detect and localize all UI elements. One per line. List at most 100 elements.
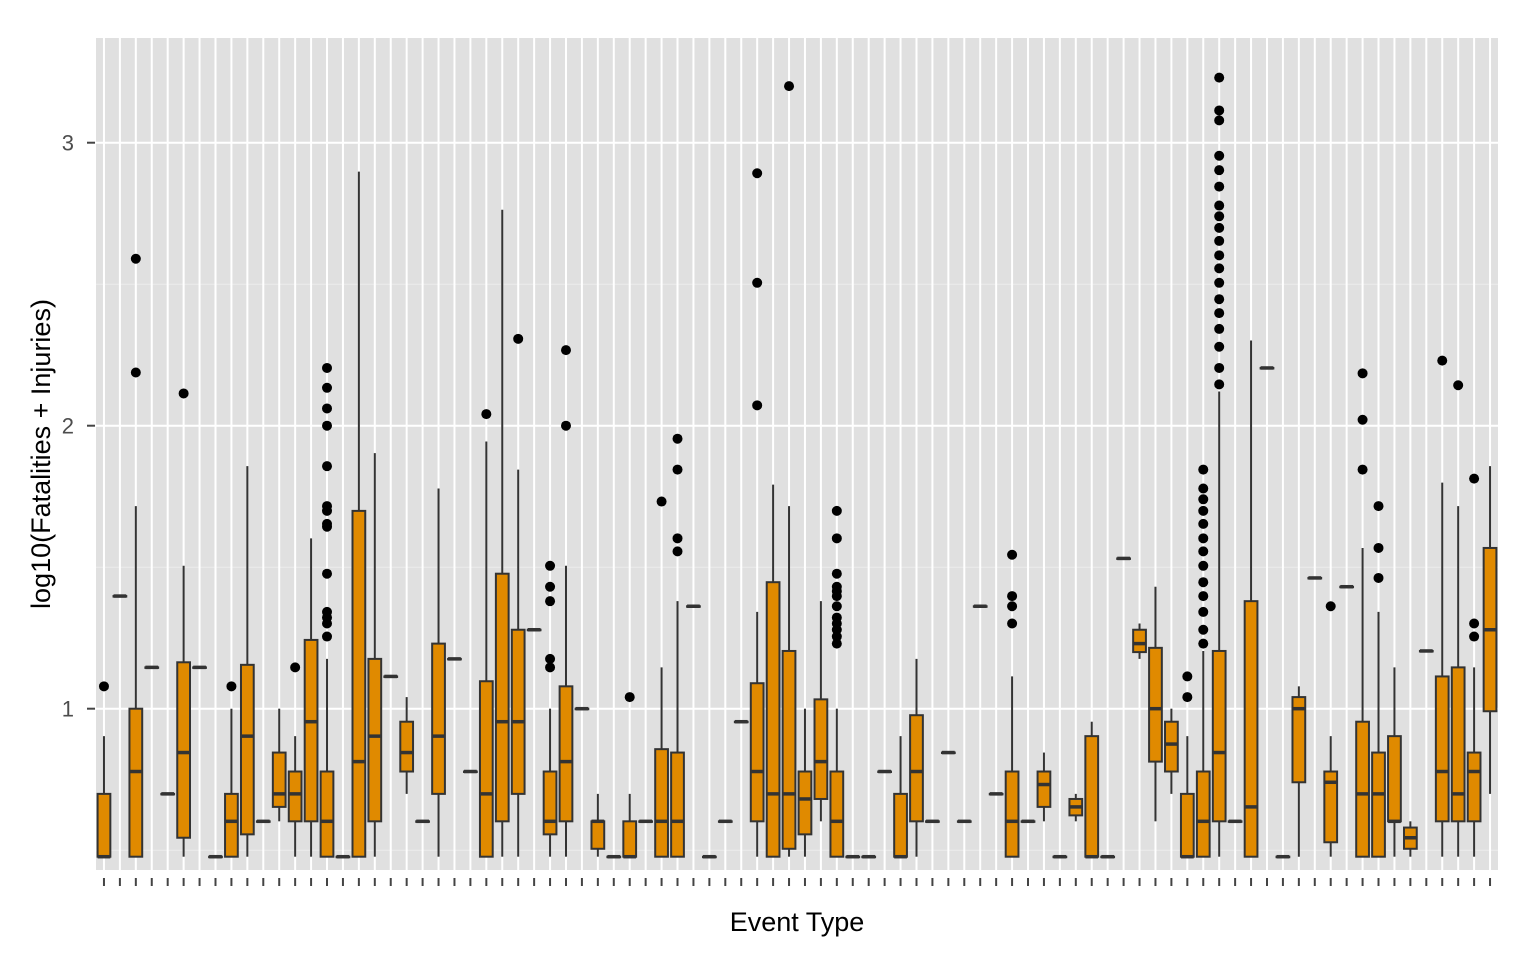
box-26 (494, 209, 510, 857)
outlier-point (322, 461, 333, 472)
outlier-point (1469, 631, 1480, 642)
box-46 (813, 601, 829, 822)
box-12 (271, 708, 287, 822)
outlier-point (784, 81, 795, 92)
outlier-point (130, 253, 141, 264)
box-body (287, 770, 303, 823)
outlier-point (322, 403, 333, 414)
box-body (271, 751, 287, 808)
box-27 (510, 333, 526, 857)
box-78 (1323, 601, 1339, 857)
box-18 (367, 453, 383, 857)
box-73 (1243, 340, 1259, 858)
outlier-point (1214, 341, 1225, 352)
outlier-point (178, 388, 189, 399)
box-2 (112, 594, 128, 598)
outlier-point (672, 533, 683, 544)
outlier-point (1214, 294, 1225, 305)
outlier-point (1214, 211, 1225, 222)
box-3 (128, 253, 144, 858)
outlier-point (1007, 618, 1018, 629)
box-22 (431, 488, 446, 857)
box-body (781, 649, 797, 850)
box-45 (797, 708, 813, 857)
outlier-point (656, 496, 667, 507)
outlier-point (1469, 473, 1480, 484)
outlier-point (545, 662, 556, 673)
box-83 (1403, 821, 1418, 857)
outlier-point (1357, 368, 1368, 379)
outlier-point (1182, 692, 1193, 703)
outlier-point (322, 606, 333, 617)
outlier-point (752, 168, 763, 179)
box-50 (877, 769, 892, 774)
outlier-point (1357, 414, 1368, 425)
y-tick-label: 1 (62, 697, 74, 722)
box-81 (1371, 501, 1386, 858)
outlier-point (672, 546, 683, 557)
box-28 (526, 627, 542, 632)
box-88 (1482, 466, 1498, 794)
box-40 (717, 819, 733, 824)
box-62 (1068, 793, 1084, 822)
outlier-point (1357, 464, 1368, 475)
box-87 (1466, 473, 1482, 857)
outlier-point (1214, 105, 1225, 116)
outlier-point (752, 277, 763, 288)
box-74 (1259, 366, 1275, 370)
box-60 (1036, 752, 1052, 822)
box-11 (255, 819, 271, 824)
outlier-point (752, 400, 763, 411)
outlier-point (1007, 601, 1018, 612)
box-82 (1387, 667, 1402, 857)
outlier-point (1214, 115, 1225, 126)
outlier-point (290, 662, 301, 673)
box-body (558, 685, 574, 823)
outlier-point (672, 433, 683, 444)
outlier-point (1198, 533, 1209, 544)
box-38 (686, 604, 701, 609)
outlier-point (322, 518, 333, 529)
box-85 (1434, 355, 1450, 857)
box-body (1164, 720, 1179, 773)
box-52 (909, 658, 924, 857)
outlier-point (1198, 483, 1209, 494)
y-axis-ticks: 1 2 3 (62, 131, 95, 722)
outlier-point (560, 420, 571, 431)
box-body (319, 770, 335, 858)
box-5 (160, 792, 176, 796)
box-75 (1275, 854, 1291, 859)
box-51 (893, 736, 908, 859)
box-body (1434, 675, 1450, 823)
box-57 (988, 792, 1004, 796)
box-39 (702, 854, 717, 859)
box-43 (765, 484, 781, 858)
box-body (224, 792, 239, 858)
outlier-point (322, 382, 333, 393)
outlier-point (831, 581, 842, 592)
box-47 (829, 505, 845, 858)
box-body (622, 820, 638, 858)
box-body (1291, 696, 1307, 784)
box-body (670, 751, 685, 858)
box-67 (1148, 586, 1163, 822)
box-17 (351, 171, 367, 858)
outlier-point (1198, 546, 1209, 557)
box-body (1371, 751, 1386, 858)
outlier-point (560, 345, 571, 356)
box-body (96, 792, 112, 858)
box-body (478, 680, 494, 858)
box-body (893, 792, 908, 858)
box-77 (1307, 576, 1323, 580)
outlier-point (1373, 542, 1384, 553)
box-body (813, 698, 829, 800)
outlier-point (226, 681, 237, 692)
box-59 (1020, 819, 1036, 824)
box-29 (542, 560, 558, 857)
outlier-point (322, 420, 333, 431)
box-body (351, 509, 367, 858)
box-37 (670, 433, 685, 858)
outlier-point (1214, 323, 1225, 334)
box-54 (940, 750, 956, 755)
